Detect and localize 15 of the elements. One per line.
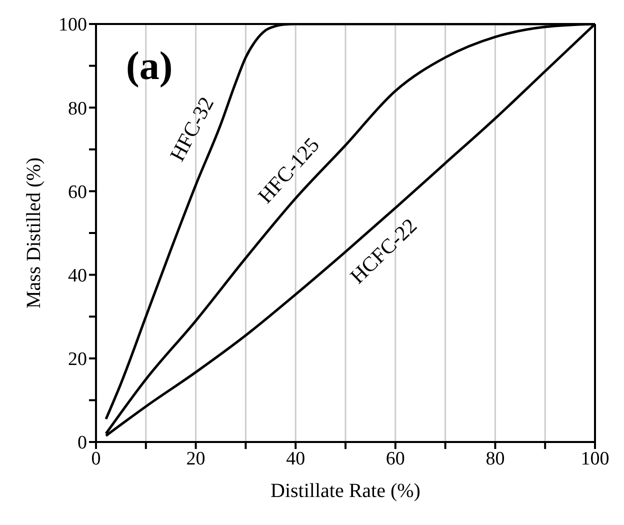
x-tick-label: 100 [580, 448, 610, 470]
y-tick-label: 20 [68, 349, 87, 370]
x-axis-title: Distillate Rate (%) [270, 480, 420, 502]
y-tick-label: 0 [78, 432, 87, 454]
y-tick-label: 100 [58, 14, 87, 36]
y-tick-label: 40 [68, 266, 87, 287]
annotation: (a) [126, 42, 173, 89]
y-axis-title: Mass Distilled (%) [23, 157, 46, 309]
x-tick-label: 80 [486, 448, 505, 470]
x-tick-label: 60 [386, 448, 405, 470]
y-tick-label: 80 [68, 98, 87, 120]
y-tick-label: 60 [68, 182, 87, 203]
x-tick-label: 20 [186, 448, 206, 470]
x-tick-label: 0 [91, 448, 101, 470]
x-tick-label: 40 [286, 448, 306, 470]
